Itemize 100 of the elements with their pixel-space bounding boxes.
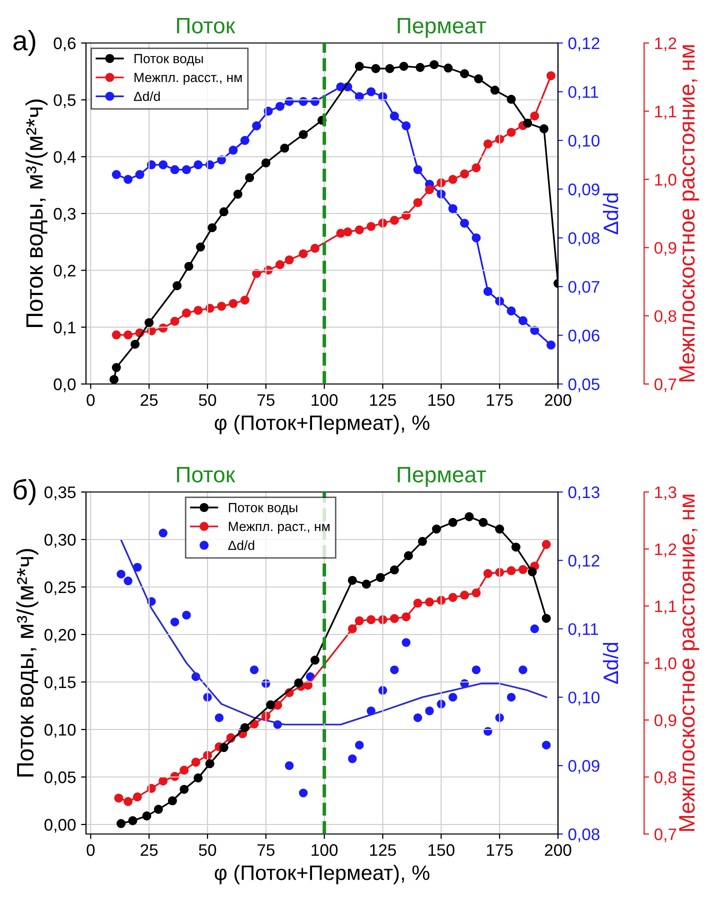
point [448, 174, 458, 184]
point [112, 170, 121, 180]
point [483, 286, 492, 296]
point [184, 262, 194, 271]
point [518, 316, 528, 326]
point [228, 299, 238, 308]
point [219, 207, 228, 216]
point [343, 227, 352, 236]
y2-tick-label: 0,08 [568, 828, 600, 842]
point [474, 74, 484, 84]
point [464, 512, 474, 522]
point [354, 225, 364, 234]
point [124, 576, 132, 586]
y3-tick-label: 1,0 [655, 174, 676, 188]
point [472, 665, 481, 674]
point [158, 776, 168, 786]
y2-tick-label: 0,12 [568, 37, 600, 52]
point [390, 216, 399, 225]
point [261, 158, 270, 168]
y2-tick-label: 0,08 [568, 232, 600, 246]
point [448, 692, 458, 702]
point [298, 249, 308, 258]
point [425, 706, 434, 716]
point [376, 572, 385, 582]
y3-tick-label: 0,8 [654, 310, 676, 324]
x-tick-label: 50 [198, 394, 216, 406]
point [506, 306, 516, 316]
legend-label: Межпл. раст., нм [228, 522, 330, 534]
y-tick-label: 0,3 [54, 208, 76, 222]
x-tick-label: 100 [312, 844, 338, 856]
point [294, 678, 304, 688]
text: б) [14, 478, 36, 506]
y3-tick-label: 1,1 [655, 600, 676, 614]
point [490, 86, 500, 95]
y2-tick-label: 0,07 [568, 280, 600, 295]
y-tick-label: 0,6 [54, 37, 76, 52]
point [168, 796, 177, 806]
text: Пермеат [398, 18, 486, 38]
legend-label: Δd/d [134, 91, 160, 102]
line-series [120, 539, 548, 726]
point [252, 121, 262, 130]
point [362, 580, 371, 589]
point [530, 326, 540, 335]
point [170, 316, 180, 326]
point [506, 692, 516, 702]
x-tick-label: 200 [544, 844, 572, 856]
point [402, 612, 411, 622]
point [219, 743, 228, 752]
point [182, 610, 191, 620]
y-tick-label: 0,05 [44, 771, 76, 786]
point [208, 223, 217, 232]
point [205, 759, 214, 768]
point [280, 144, 290, 153]
point [284, 255, 294, 264]
point [217, 155, 226, 164]
point [240, 296, 250, 305]
y-axis-title: Поток воды, м³/(м²*ч) [26, 100, 48, 328]
point [448, 518, 458, 527]
point [124, 330, 133, 340]
point [355, 740, 364, 750]
point [250, 665, 259, 674]
x-tick-label: 75 [258, 394, 274, 406]
point [180, 784, 189, 794]
point [348, 576, 357, 585]
x-tick-label: 150 [428, 844, 454, 856]
point [518, 665, 528, 674]
point [539, 124, 548, 134]
point [266, 700, 276, 710]
y2-tick-label: 0,10 [568, 692, 600, 706]
point [460, 218, 470, 228]
point [245, 173, 254, 182]
point [530, 111, 540, 120]
point [170, 618, 180, 626]
point [228, 146, 238, 155]
x-tick-label: 100 [312, 394, 338, 406]
y-axis-title: Поток воды, м³/(м²*ч) [16, 549, 38, 777]
point [404, 551, 413, 560]
legend-label: Поток воды [228, 503, 298, 515]
y-tick-label: 0,35 [44, 486, 76, 500]
point [182, 165, 191, 174]
point [413, 598, 422, 608]
point [348, 754, 357, 764]
x-tick-label: 25 [140, 844, 158, 856]
point [194, 160, 203, 170]
point [390, 112, 399, 121]
point [483, 139, 492, 148]
y-tick-label: 0,25 [44, 581, 76, 596]
text: Пермеат [398, 466, 486, 487]
point [506, 128, 516, 137]
point [413, 713, 422, 722]
text: Поток [177, 18, 236, 34]
y-tick-label: 0,20 [44, 628, 76, 643]
y3-tick-label: 1,3 [655, 486, 676, 500]
x-tick-label: 175 [486, 394, 513, 406]
point [511, 542, 520, 552]
point [310, 656, 320, 665]
point [172, 281, 182, 290]
x-tick-label: 75 [258, 844, 274, 856]
point [546, 340, 556, 350]
point [354, 62, 364, 71]
